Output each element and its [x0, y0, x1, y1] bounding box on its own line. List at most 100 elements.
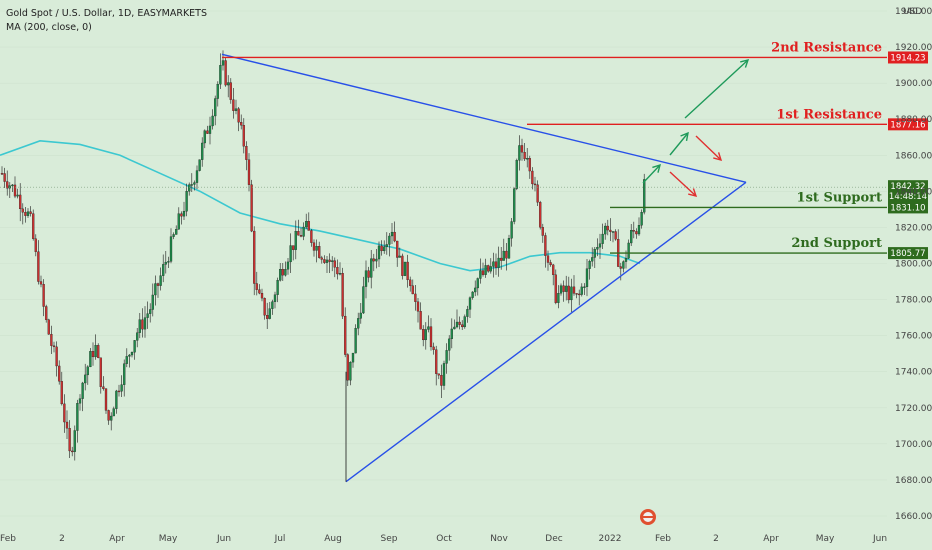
candle-body [484, 265, 487, 275]
candle-body [97, 345, 100, 358]
candle-body [622, 261, 625, 269]
candle-body [614, 231, 617, 240]
candle-body [24, 212, 27, 216]
candle-body [172, 234, 175, 237]
candle-body [76, 403, 79, 431]
scenario-arrows [642, 59, 750, 197]
candle-body [515, 160, 518, 189]
candle-body [583, 286, 586, 288]
candle-body [377, 245, 381, 260]
candle-body [401, 255, 404, 276]
candle-body [487, 265, 490, 272]
candle-body [604, 225, 607, 235]
price-tick-label: 1880.00 [895, 115, 932, 125]
candle-body [570, 286, 573, 301]
candle-body [409, 279, 412, 286]
triangle-pattern [221, 53, 747, 483]
candle-body [211, 115, 214, 127]
candle-body [552, 264, 555, 275]
candle-body [325, 259, 329, 263]
candle-body [588, 261, 591, 269]
price-tick-label: 1800.00 [895, 260, 932, 270]
price-tick-label: 1700.00 [895, 440, 932, 450]
candle-body [146, 313, 149, 318]
candle-body [424, 329, 427, 341]
level-price-tag [888, 118, 928, 131]
candle-body [110, 415, 113, 421]
time-tick-label: May [816, 534, 835, 544]
candle-body [247, 159, 251, 185]
candle-body [315, 246, 318, 251]
candle-body [65, 421, 69, 429]
candle-body [175, 229, 178, 235]
triangle-lower-line [345, 181, 747, 483]
candle-body [286, 261, 290, 270]
candle-body [336, 267, 339, 275]
candle-body [328, 259, 331, 262]
candle-body [84, 374, 87, 384]
candle-body [591, 257, 594, 262]
candle-body [253, 230, 256, 284]
candle-body [539, 202, 542, 228]
candle-body [435, 349, 438, 374]
candle-body [297, 231, 300, 236]
candle-body [479, 270, 482, 279]
candle-body [601, 233, 604, 244]
candle-body [208, 125, 212, 134]
candle-body [364, 270, 368, 287]
candle-body [388, 235, 391, 245]
candle-body [510, 221, 513, 239]
time-tick-label: Jun [216, 534, 231, 544]
candle-body [227, 82, 230, 86]
candle-body [416, 301, 420, 312]
candle-body [29, 211, 32, 214]
candle-body [354, 328, 357, 354]
candle-body [294, 231, 297, 250]
candle-body [442, 363, 446, 386]
candle-body [489, 266, 492, 272]
candle-body [643, 179, 646, 213]
candle-body [16, 194, 19, 197]
candle-body [585, 268, 589, 287]
candle-body [370, 258, 373, 278]
candle-body [151, 294, 154, 310]
candle-body [448, 338, 451, 351]
candle-body [466, 309, 469, 317]
candle-body [351, 352, 355, 363]
candle-body [273, 294, 277, 302]
last-price-tag [888, 180, 928, 204]
events-icon[interactable] [640, 509, 656, 525]
candle-body [559, 285, 563, 294]
candle-body [383, 246, 386, 252]
candle-body [635, 231, 638, 235]
candle-body [123, 363, 126, 385]
candle-body [546, 255, 550, 263]
candle-body [414, 293, 417, 302]
price-axis: 1940.00 1920.00 1900.00 1880.00 1860.00 1840.… [895, 7, 932, 522]
candle-body [572, 286, 576, 294]
candle-body [619, 266, 622, 269]
candle-body [312, 242, 316, 251]
candle-body [141, 319, 144, 330]
candle-body [242, 125, 245, 147]
level-label: 1st Resistance [776, 107, 882, 122]
time-tick-label: Jul [274, 534, 286, 544]
scenario-arrowhead [740, 59, 750, 68]
last-price-countdown: 14:48:14 [889, 192, 927, 202]
level-price-text: 1831.10 [890, 203, 925, 213]
candle-body [565, 285, 568, 292]
scenario-arrow [684, 59, 749, 119]
candle-body [640, 212, 643, 226]
candle-body [55, 346, 58, 367]
candle-body [19, 194, 22, 210]
candle-body [39, 281, 43, 285]
price-tick-label: 1660.00 [895, 512, 932, 522]
candle-body [398, 255, 401, 258]
candle-body [429, 326, 433, 348]
price-tick-label: 1720.00 [895, 404, 932, 414]
candle-body [52, 345, 56, 348]
candle-body [117, 390, 121, 393]
time-tick-label: Oct [436, 534, 452, 544]
candle-body [177, 213, 180, 230]
